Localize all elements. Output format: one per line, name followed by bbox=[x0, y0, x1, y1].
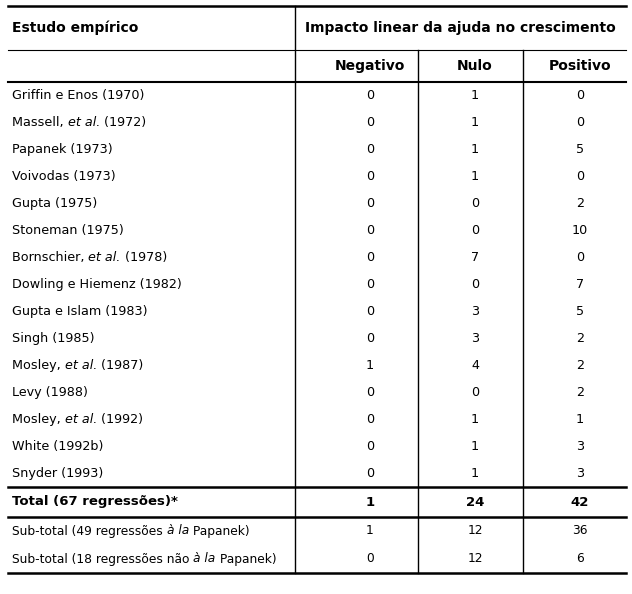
Text: Nulo: Nulo bbox=[457, 59, 493, 73]
Text: à la: à la bbox=[167, 525, 189, 538]
Text: 1: 1 bbox=[471, 467, 479, 480]
Text: 10: 10 bbox=[572, 224, 588, 237]
Text: 0: 0 bbox=[366, 440, 374, 453]
Text: 5: 5 bbox=[576, 305, 584, 318]
Text: (1992): (1992) bbox=[97, 413, 143, 426]
Text: 1: 1 bbox=[366, 525, 374, 538]
Text: Dowling e Hiemenz (1982): Dowling e Hiemenz (1982) bbox=[12, 278, 182, 291]
Text: 2: 2 bbox=[576, 197, 584, 210]
Text: Gupta e Islam (1983): Gupta e Islam (1983) bbox=[12, 305, 147, 318]
Text: à la: à la bbox=[193, 552, 216, 565]
Text: 0: 0 bbox=[366, 89, 374, 102]
Text: 0: 0 bbox=[366, 332, 374, 345]
Text: 7: 7 bbox=[471, 251, 479, 264]
Text: 0: 0 bbox=[471, 386, 479, 399]
Text: 0: 0 bbox=[576, 251, 584, 264]
Text: (1987): (1987) bbox=[97, 359, 143, 372]
Text: 0: 0 bbox=[576, 170, 584, 183]
Text: 24: 24 bbox=[466, 495, 484, 508]
Text: et al.: et al. bbox=[64, 359, 97, 372]
Text: Singh (1985): Singh (1985) bbox=[12, 332, 95, 345]
Text: 0: 0 bbox=[366, 251, 374, 264]
Text: 1: 1 bbox=[576, 413, 584, 426]
Text: 0: 0 bbox=[366, 116, 374, 129]
Text: Papanek): Papanek) bbox=[189, 525, 250, 538]
Text: 3: 3 bbox=[576, 467, 584, 480]
Text: Griffin e Enos (1970): Griffin e Enos (1970) bbox=[12, 89, 144, 102]
Text: White (1992b): White (1992b) bbox=[12, 440, 104, 453]
Text: Gupta (1975): Gupta (1975) bbox=[12, 197, 97, 210]
Text: Papanek (1973): Papanek (1973) bbox=[12, 143, 112, 156]
Text: 0: 0 bbox=[576, 116, 584, 129]
Text: 36: 36 bbox=[572, 525, 588, 538]
Text: Papanek): Papanek) bbox=[216, 552, 276, 565]
Text: et al.: et al. bbox=[64, 413, 97, 426]
Text: 1: 1 bbox=[471, 116, 479, 129]
Text: Negativo: Negativo bbox=[335, 59, 405, 73]
Text: Total (67 regressões)*: Total (67 regressões)* bbox=[12, 495, 178, 508]
Text: 0: 0 bbox=[471, 197, 479, 210]
Text: (1978): (1978) bbox=[121, 251, 167, 264]
Text: 0: 0 bbox=[366, 467, 374, 480]
Text: Sub-total (49 regressões: Sub-total (49 regressões bbox=[12, 525, 167, 538]
Text: 3: 3 bbox=[576, 440, 584, 453]
Text: 0: 0 bbox=[366, 552, 374, 565]
Text: 4: 4 bbox=[471, 359, 479, 372]
Text: Positivo: Positivo bbox=[549, 59, 611, 73]
Text: Voivodas (1973): Voivodas (1973) bbox=[12, 170, 116, 183]
Text: 0: 0 bbox=[366, 143, 374, 156]
Text: 1: 1 bbox=[471, 170, 479, 183]
Text: 5: 5 bbox=[576, 143, 584, 156]
Text: Estudo empírico: Estudo empírico bbox=[12, 21, 138, 35]
Text: 42: 42 bbox=[571, 495, 589, 508]
Text: 0: 0 bbox=[366, 305, 374, 318]
Text: et al.: et al. bbox=[68, 116, 100, 129]
Text: 1: 1 bbox=[365, 495, 375, 508]
Text: (1972): (1972) bbox=[100, 116, 146, 129]
Text: 0: 0 bbox=[366, 278, 374, 291]
Text: Bornschier,: Bornschier, bbox=[12, 251, 88, 264]
Text: 1: 1 bbox=[471, 143, 479, 156]
Text: Impacto linear da ajuda no crescimento: Impacto linear da ajuda no crescimento bbox=[305, 21, 616, 35]
Text: 2: 2 bbox=[576, 386, 584, 399]
Text: 0: 0 bbox=[471, 278, 479, 291]
Text: 0: 0 bbox=[366, 413, 374, 426]
Text: 3: 3 bbox=[471, 305, 479, 318]
Text: Mosley,: Mosley, bbox=[12, 413, 64, 426]
Text: et al.: et al. bbox=[88, 251, 121, 264]
Text: 0: 0 bbox=[366, 170, 374, 183]
Text: 1: 1 bbox=[471, 440, 479, 453]
Text: 2: 2 bbox=[576, 332, 584, 345]
Text: 0: 0 bbox=[576, 89, 584, 102]
Text: 7: 7 bbox=[576, 278, 584, 291]
Text: Sub-total (18 regressões não: Sub-total (18 regressões não bbox=[12, 552, 193, 565]
Text: 0: 0 bbox=[366, 386, 374, 399]
Text: Mosley,: Mosley, bbox=[12, 359, 64, 372]
Text: Levy (1988): Levy (1988) bbox=[12, 386, 88, 399]
Text: 0: 0 bbox=[366, 197, 374, 210]
Text: 0: 0 bbox=[366, 224, 374, 237]
Text: 12: 12 bbox=[467, 552, 483, 565]
Text: 3: 3 bbox=[471, 332, 479, 345]
Text: 6: 6 bbox=[576, 552, 584, 565]
Text: 1: 1 bbox=[471, 413, 479, 426]
Text: 0: 0 bbox=[471, 224, 479, 237]
Text: Massell,: Massell, bbox=[12, 116, 68, 129]
Text: Snyder (1993): Snyder (1993) bbox=[12, 467, 103, 480]
Text: 1: 1 bbox=[471, 89, 479, 102]
Text: Stoneman (1975): Stoneman (1975) bbox=[12, 224, 124, 237]
Text: 1: 1 bbox=[366, 359, 374, 372]
Text: 12: 12 bbox=[467, 525, 483, 538]
Text: 2: 2 bbox=[576, 359, 584, 372]
